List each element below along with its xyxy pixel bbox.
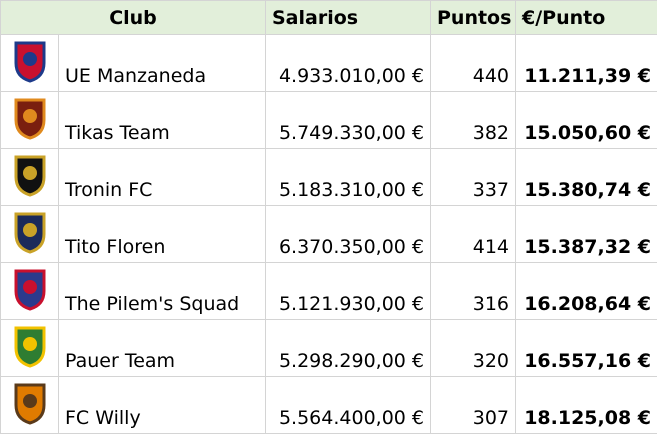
cost-per-point: 16.557,16 € bbox=[516, 320, 657, 377]
logo-icon bbox=[10, 153, 50, 197]
logo-icon bbox=[10, 324, 50, 368]
club-logo bbox=[1, 377, 59, 434]
salary: 5.298.290,00 € bbox=[266, 320, 431, 377]
salary: 6.370.350,00 € bbox=[266, 206, 431, 263]
club-name: Pauer Team bbox=[59, 320, 266, 377]
points: 440 bbox=[431, 35, 516, 92]
logo-icon bbox=[10, 39, 50, 83]
cost-per-point: 15.050,60 € bbox=[516, 92, 657, 149]
cost-per-point: 11.211,39 € bbox=[516, 35, 657, 92]
logo-icon bbox=[10, 96, 50, 140]
cost-per-point: 18.125,08 € bbox=[516, 377, 657, 434]
salary: 5.121.930,00 € bbox=[266, 263, 431, 320]
points: 316 bbox=[431, 263, 516, 320]
header-cell: Salarios bbox=[266, 1, 431, 35]
header-cell: Puntos bbox=[431, 1, 516, 35]
club-name: Tito Floren bbox=[59, 206, 266, 263]
club-name: The Pilem's Squad bbox=[59, 263, 266, 320]
club-name: FC Willy bbox=[59, 377, 266, 434]
salary: 5.564.400,00 € bbox=[266, 377, 431, 434]
club-name: Tronin FC bbox=[59, 149, 266, 206]
page: {"table": { "headers": ["Club", "Salario… bbox=[0, 0, 657, 400]
header-cell: €/Punto bbox=[516, 1, 657, 35]
club-name: Tikas Team bbox=[59, 92, 266, 149]
header-row: Club Salarios Puntos €/Punto bbox=[1, 1, 657, 35]
points: 337 bbox=[431, 149, 516, 206]
cost-per-point: 15.387,32 € bbox=[516, 206, 657, 263]
club-logo bbox=[1, 320, 59, 377]
points: 320 bbox=[431, 320, 516, 377]
club-logo bbox=[1, 263, 59, 320]
logo-icon bbox=[10, 267, 50, 311]
club-name: UE Manzaneda bbox=[59, 35, 266, 92]
logo-icon bbox=[10, 381, 50, 425]
club-logo bbox=[1, 206, 59, 263]
points: 414 bbox=[431, 206, 516, 263]
club-logo bbox=[1, 92, 59, 149]
cost-per-point: 16.208,64 € bbox=[516, 263, 657, 320]
points: 382 bbox=[431, 92, 516, 149]
logo-icon bbox=[10, 210, 50, 254]
points: 307 bbox=[431, 377, 516, 434]
club-logo bbox=[1, 35, 59, 92]
salary: 5.749.330,00 € bbox=[266, 92, 431, 149]
cost-per-point: 15.380,74 € bbox=[516, 149, 657, 206]
salary: 5.183.310,00 € bbox=[266, 149, 431, 206]
club-logo bbox=[1, 149, 59, 206]
salary: 4.933.010,00 € bbox=[266, 35, 431, 92]
header-cell: Club bbox=[1, 1, 266, 35]
